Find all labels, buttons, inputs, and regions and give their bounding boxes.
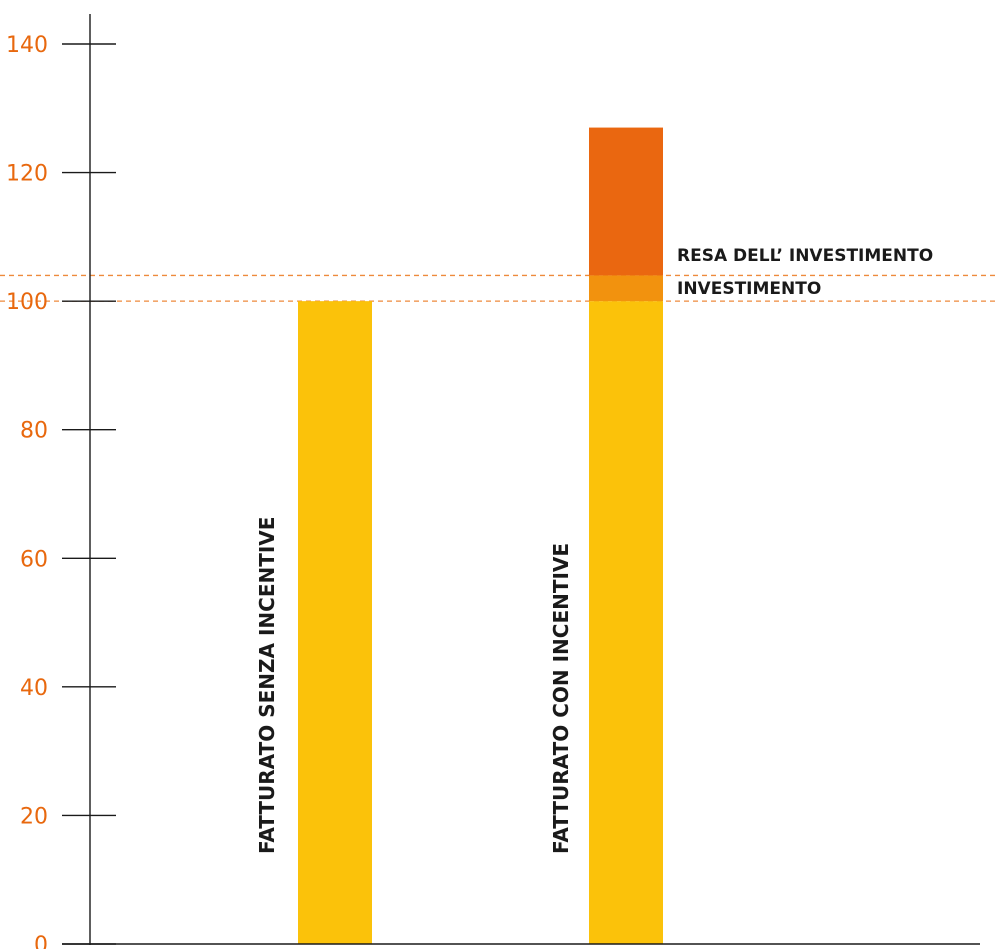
bars — [298, 127, 663, 945]
category-label: FATTURATO CON INCENTIVE — [549, 543, 573, 854]
bar-2-investimento-segment — [589, 275, 663, 302]
y-tick-label: 20 — [20, 804, 48, 829]
category-label: FATTURATO SENZA INCENTIVE — [255, 517, 279, 854]
bar-1-base-segment — [298, 301, 372, 945]
y-tick-label: 80 — [20, 419, 48, 444]
y-tick-label: 140 — [6, 33, 48, 58]
y-axis-ticks: 0 20 40 60 80 100 120 140 — [6, 33, 116, 949]
y-tick-label: 100 — [6, 290, 48, 315]
y-tick-label: 120 — [6, 162, 48, 187]
bar-2-resa-segment — [589, 127, 663, 276]
reference-lines — [0, 274, 995, 302]
y-tick-label: 0 — [34, 933, 48, 949]
reference-label: RESA DELL’ INVESTIMENTO — [677, 246, 933, 266]
reference-label: INVESTIMENTO — [677, 279, 821, 299]
bar-2-base-segment — [589, 301, 663, 945]
y-tick-label: 60 — [20, 547, 48, 572]
y-tick-label: 40 — [20, 676, 48, 701]
bar-labels: FATTURATO SENZA INCENTIVE FATTURATO CON I… — [255, 517, 573, 854]
reference-labels: INVESTIMENTO RESA DELL’ INVESTIMENTO — [677, 246, 933, 299]
